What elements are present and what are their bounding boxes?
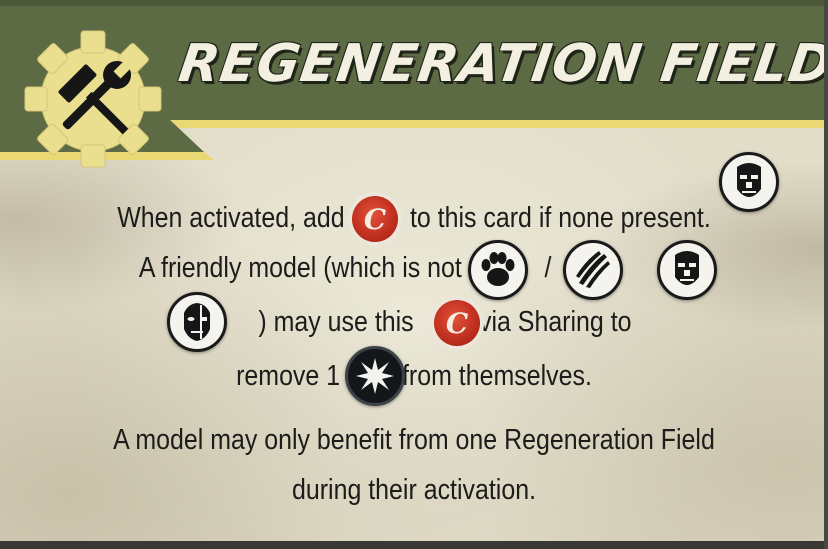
synth-face-icon — [167, 292, 227, 352]
hammer-wrench-gear-icon — [24, 30, 162, 168]
claw-marks-icon — [563, 240, 623, 300]
bottle-cap-icon: C — [434, 300, 480, 346]
rules-line-1: When activated, add to this card if none… — [117, 201, 711, 234]
card-edge-right — [824, 0, 828, 549]
rules-line-3: ) may use this via Sharing to — [258, 305, 632, 338]
card-title: REGENERATION FIELD — [175, 34, 828, 94]
radiation-burst-icon — [345, 346, 405, 406]
card-edge-bottom — [0, 541, 828, 549]
rules-line-6: during their activation. — [292, 473, 536, 506]
paw-icon — [468, 240, 528, 300]
bottle-cap-icon: C — [352, 196, 398, 242]
title-banner — [0, 0, 828, 160]
rules-line-5: A model may only benefit from one Regene… — [113, 423, 715, 456]
rules-line-4: remove 1 from themselves. — [236, 359, 592, 392]
robot-face-icon — [719, 152, 779, 212]
robot-face-icon — [657, 240, 717, 300]
